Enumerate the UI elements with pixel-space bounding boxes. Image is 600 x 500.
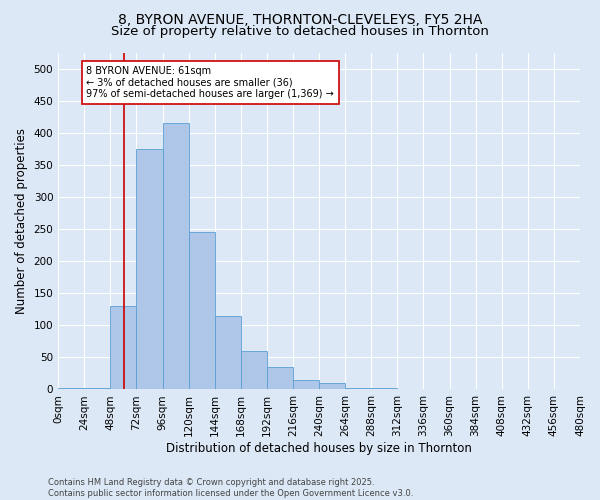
Y-axis label: Number of detached properties: Number of detached properties xyxy=(15,128,28,314)
Bar xyxy=(188,232,215,390)
Bar xyxy=(215,316,241,390)
Bar xyxy=(58,388,84,390)
Bar xyxy=(110,306,136,390)
Bar xyxy=(267,367,293,390)
Text: 8, BYRON AVENUE, THORNTON-CLEVELEYS, FY5 2HA: 8, BYRON AVENUE, THORNTON-CLEVELEYS, FY5… xyxy=(118,12,482,26)
Bar xyxy=(371,388,397,390)
Bar xyxy=(136,149,163,390)
Bar xyxy=(293,380,319,390)
Bar xyxy=(319,383,345,390)
X-axis label: Distribution of detached houses by size in Thornton: Distribution of detached houses by size … xyxy=(166,442,472,455)
Text: 8 BYRON AVENUE: 61sqm
← 3% of detached houses are smaller (36)
97% of semi-detac: 8 BYRON AVENUE: 61sqm ← 3% of detached h… xyxy=(86,66,334,99)
Bar xyxy=(84,388,110,390)
Text: Size of property relative to detached houses in Thornton: Size of property relative to detached ho… xyxy=(111,25,489,38)
Bar xyxy=(345,388,371,390)
Text: Contains HM Land Registry data © Crown copyright and database right 2025.
Contai: Contains HM Land Registry data © Crown c… xyxy=(48,478,413,498)
Bar xyxy=(241,351,267,390)
Bar xyxy=(163,123,188,390)
